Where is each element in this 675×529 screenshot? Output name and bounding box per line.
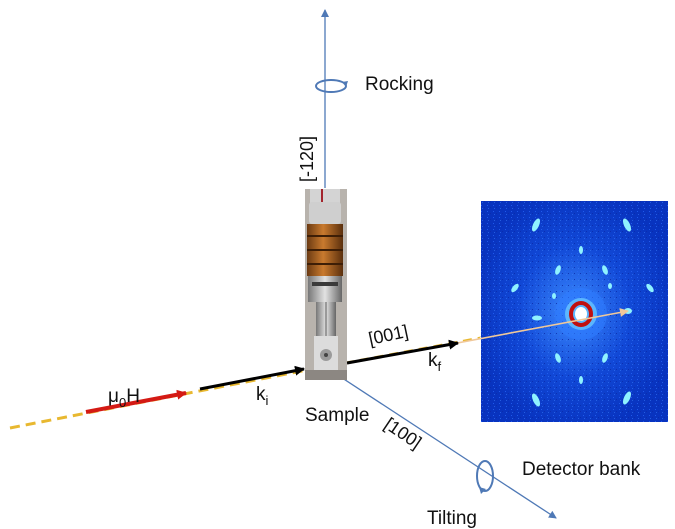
diagonal-axis-label: [100] — [381, 414, 425, 453]
beam-axis-label: [001] — [367, 321, 410, 349]
k-final-label-k: k — [428, 350, 438, 371]
k-incident-vector — [200, 369, 304, 389]
k-final-vector — [347, 343, 458, 363]
detector-bank-label: Detector bank — [522, 459, 641, 480]
vertical-axis-label: [-120] — [297, 136, 317, 182]
detector-image — [481, 201, 668, 422]
rotation-arrow-icon — [316, 80, 348, 92]
sample-holder-image — [305, 189, 347, 380]
tilting-label: Tilting — [427, 508, 477, 529]
k-final-label: kf — [428, 350, 442, 374]
field-label: μ0H — [108, 386, 140, 410]
k-incident-label: ki — [256, 384, 269, 408]
rotation-arrow-icon — [477, 461, 493, 494]
sample-label: Sample — [305, 405, 369, 426]
field-label-h: H — [126, 386, 140, 407]
k-final-label-sub: f — [438, 359, 442, 374]
field-label-mu: μ — [108, 386, 119, 407]
field-label-subscript: 0 — [119, 395, 126, 410]
k-incident-label-k: k — [256, 384, 266, 405]
k-incident-label-sub: i — [266, 393, 269, 408]
rocking-label: Rocking — [365, 74, 434, 95]
